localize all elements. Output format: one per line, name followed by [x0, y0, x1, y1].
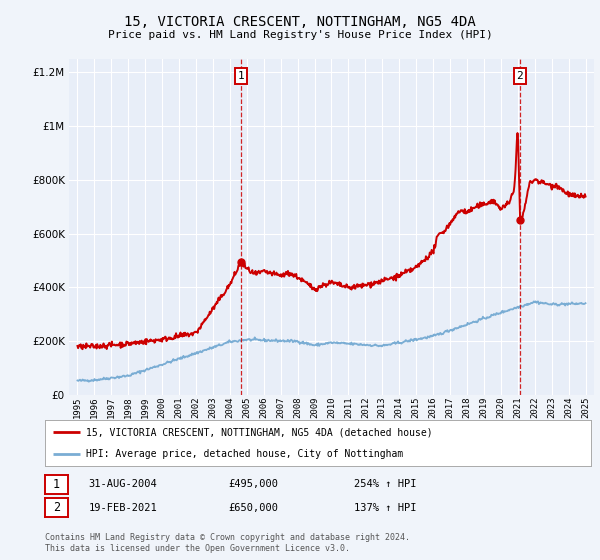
- Text: 254% ↑ HPI: 254% ↑ HPI: [354, 479, 416, 489]
- Text: 2: 2: [53, 501, 60, 515]
- Text: Contains HM Land Registry data © Crown copyright and database right 2024.: Contains HM Land Registry data © Crown c…: [45, 533, 410, 542]
- Text: 1: 1: [238, 71, 245, 81]
- Text: 31-AUG-2004: 31-AUG-2004: [89, 479, 158, 489]
- Text: 137% ↑ HPI: 137% ↑ HPI: [354, 503, 416, 513]
- Text: HPI: Average price, detached house, City of Nottingham: HPI: Average price, detached house, City…: [86, 449, 403, 459]
- Text: 19-FEB-2021: 19-FEB-2021: [89, 503, 158, 513]
- Text: 15, VICTORIA CRESCENT, NOTTINGHAM, NG5 4DA: 15, VICTORIA CRESCENT, NOTTINGHAM, NG5 4…: [124, 15, 476, 29]
- Text: £495,000: £495,000: [228, 479, 278, 489]
- Text: 1: 1: [53, 478, 60, 491]
- Text: Price paid vs. HM Land Registry's House Price Index (HPI): Price paid vs. HM Land Registry's House …: [107, 30, 493, 40]
- Text: This data is licensed under the Open Government Licence v3.0.: This data is licensed under the Open Gov…: [45, 544, 350, 553]
- Text: 2: 2: [517, 71, 523, 81]
- Text: 15, VICTORIA CRESCENT, NOTTINGHAM, NG5 4DA (detached house): 15, VICTORIA CRESCENT, NOTTINGHAM, NG5 4…: [86, 427, 433, 437]
- Text: £650,000: £650,000: [228, 503, 278, 513]
